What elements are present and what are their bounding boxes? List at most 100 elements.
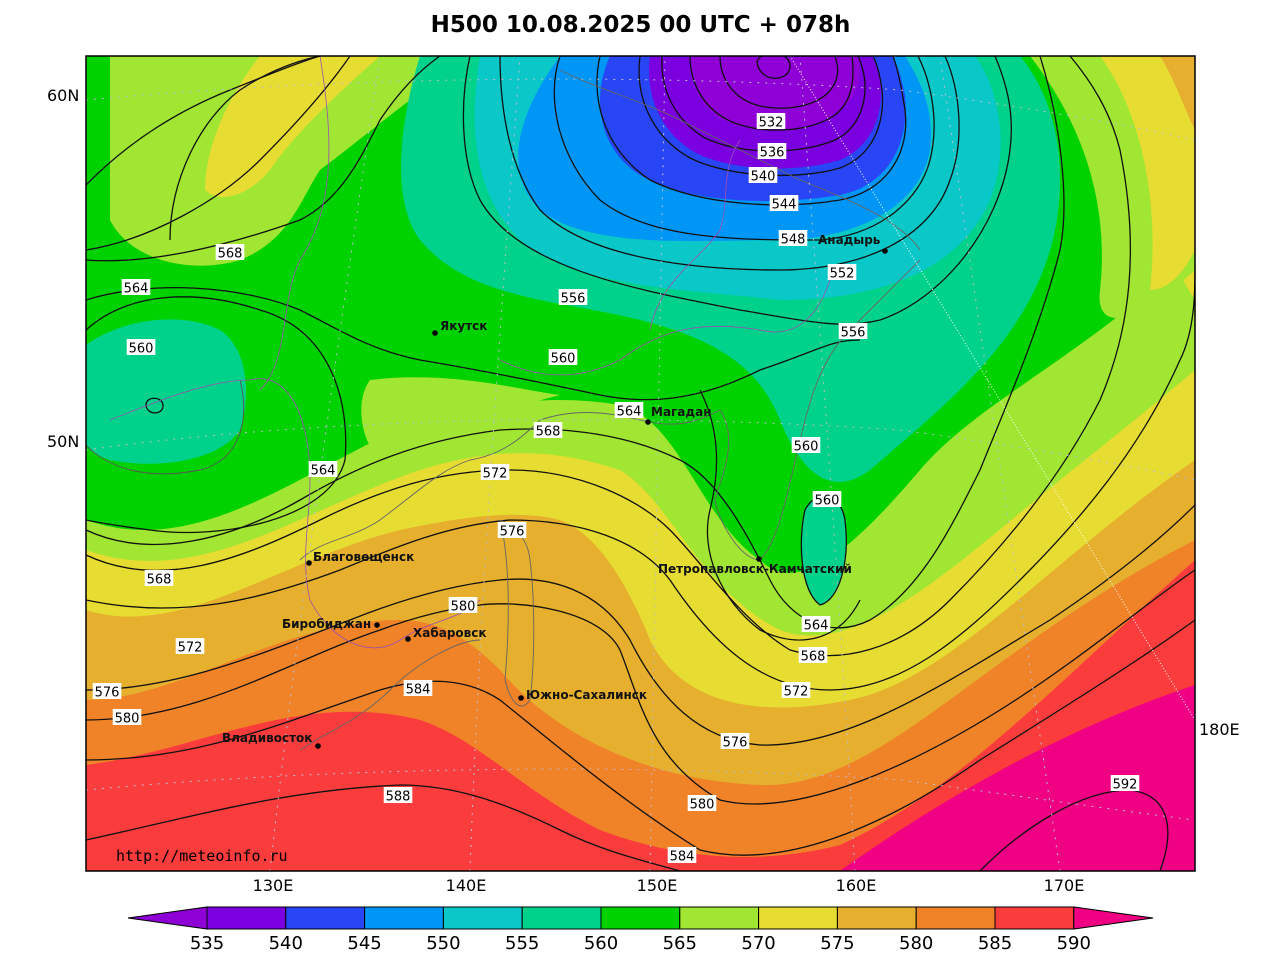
svg-text:568: 568 bbox=[218, 247, 243, 262]
svg-text:568: 568 bbox=[801, 650, 826, 665]
isoline-label: 536 bbox=[757, 143, 787, 161]
colorbar-label: 570 bbox=[741, 933, 775, 954]
isoline-label: 544 bbox=[769, 195, 799, 213]
isoline-label: 572 bbox=[175, 638, 205, 656]
colorbar-swatch bbox=[679, 906, 760, 930]
band-570-mid bbox=[361, 377, 560, 460]
city-dot bbox=[432, 330, 438, 336]
svg-text:584: 584 bbox=[406, 683, 431, 698]
band-580-east bbox=[1160, 56, 1195, 130]
svg-text:564: 564 bbox=[804, 619, 829, 634]
colorbar-arrow-left bbox=[127, 906, 208, 930]
isoline-label: 584 bbox=[403, 680, 433, 698]
isoline-label: 560 bbox=[791, 437, 821, 455]
colorbar-swatch bbox=[206, 906, 287, 930]
isoline-label: 580 bbox=[112, 709, 142, 727]
svg-text:592: 592 bbox=[1113, 778, 1138, 793]
colorbar-swatch bbox=[836, 906, 917, 930]
colorbar-label: 555 bbox=[505, 933, 539, 954]
isoline-label: 532 bbox=[756, 113, 786, 131]
colorbar-swatch bbox=[442, 906, 523, 930]
city-marker: Владивосток bbox=[222, 731, 321, 749]
colorbar-arrow-right bbox=[1073, 906, 1154, 930]
isoline-label: 572 bbox=[480, 464, 510, 482]
colorbar-label: 565 bbox=[663, 933, 697, 954]
isoline-label: 588 bbox=[383, 787, 413, 805]
isoline-label: 568 bbox=[215, 244, 245, 262]
svg-text:560: 560 bbox=[815, 494, 840, 509]
isoline-label: 568 bbox=[144, 570, 174, 588]
band-560-kamchatka bbox=[801, 496, 847, 605]
colorbar: 535 540 545 550 555 560 565 570 575 580 585 590 bbox=[127, 906, 1154, 954]
isoline-label: 560 bbox=[812, 491, 842, 509]
svg-text:584: 584 bbox=[670, 850, 695, 865]
city-label: Благовещенск bbox=[313, 550, 414, 564]
svg-text:564: 564 bbox=[124, 282, 149, 297]
svg-text:572: 572 bbox=[178, 641, 203, 656]
svg-text:568: 568 bbox=[536, 425, 561, 440]
svg-text:556: 556 bbox=[561, 292, 586, 307]
colorbar-swatch bbox=[364, 906, 444, 930]
isoline-label: 576 bbox=[497, 522, 527, 540]
city-dot bbox=[374, 622, 380, 628]
city-marker: Магадан bbox=[645, 405, 712, 425]
svg-text:568: 568 bbox=[147, 573, 172, 588]
isoline-label: 568 bbox=[533, 422, 563, 440]
svg-text:560: 560 bbox=[794, 440, 819, 455]
height-field bbox=[86, 56, 1195, 871]
svg-text:576: 576 bbox=[723, 736, 748, 751]
colorbar-swatch bbox=[758, 906, 838, 930]
axis-labels: 60N 50N 130E 140E 150E 160E 170E 180E bbox=[47, 86, 1240, 895]
svg-text:576: 576 bbox=[95, 686, 120, 701]
city-dot bbox=[306, 560, 312, 566]
isoline-label: 564 bbox=[308, 461, 338, 479]
city-marker: Якутск bbox=[432, 319, 487, 336]
lon-label: 150E bbox=[637, 876, 678, 895]
svg-text:540: 540 bbox=[751, 170, 776, 185]
city-dot bbox=[645, 419, 651, 425]
svg-text:560: 560 bbox=[129, 342, 154, 357]
city-label: Южно-Сахалинск bbox=[526, 688, 647, 702]
isoline-labels: 532 536 540 544 548 552 556 556 560 560 560 560 564 5… bbox=[92, 113, 1140, 865]
map-title: H500 10.08.2025 00 UTC + 078h bbox=[430, 12, 851, 38]
city-dot bbox=[756, 556, 762, 562]
city-dot bbox=[405, 636, 411, 642]
colorbar-label: 560 bbox=[584, 933, 618, 954]
band-595 bbox=[840, 685, 1195, 871]
band-575-east bbox=[1100, 56, 1195, 290]
svg-text:536: 536 bbox=[760, 146, 785, 161]
isoline-label: 548 bbox=[778, 230, 808, 248]
lat-label: 60N bbox=[47, 86, 79, 105]
city-dot bbox=[315, 743, 321, 749]
isoline-label: 580 bbox=[687, 795, 717, 813]
city-marker: Южно-Сахалинск bbox=[518, 688, 647, 702]
city-marker: Благовещенск bbox=[306, 550, 414, 566]
isolines bbox=[86, 56, 1195, 871]
isoline-label: 564 bbox=[614, 402, 644, 420]
svg-text:544: 544 bbox=[772, 198, 797, 213]
city-marker: Биробиджан bbox=[282, 617, 380, 631]
city-markers: Анадырь Якутск Магадан Благовещенск Петропав… bbox=[222, 233, 888, 749]
colorbar-label: 575 bbox=[820, 933, 854, 954]
isoline-label: 576 bbox=[720, 733, 750, 751]
isoline-label: 564 bbox=[121, 279, 151, 297]
svg-text:572: 572 bbox=[784, 685, 809, 700]
svg-text:560: 560 bbox=[551, 352, 576, 367]
colorbar-swatch bbox=[915, 906, 996, 930]
isoline-label: 552 bbox=[827, 264, 857, 282]
isoline-label: 576 bbox=[92, 683, 122, 701]
colorbar-label: 550 bbox=[426, 933, 460, 954]
credit-text: http://meteoinfo.ru bbox=[116, 847, 288, 865]
lon-label: 160E bbox=[836, 876, 877, 895]
city-marker: Хабаровск bbox=[405, 626, 487, 642]
svg-text:580: 580 bbox=[451, 600, 476, 615]
isoline-label: 540 bbox=[748, 167, 778, 185]
colorbar-label: 590 bbox=[1057, 933, 1091, 954]
city-marker: Петропавловск-Камчатский bbox=[658, 556, 852, 576]
svg-text:576: 576 bbox=[500, 525, 525, 540]
svg-text:564: 564 bbox=[311, 464, 336, 479]
isoline-label: 592 bbox=[1110, 775, 1140, 793]
colorbar-swatch bbox=[994, 906, 1075, 930]
city-label: Магадан bbox=[651, 405, 712, 419]
isoline-label: 568 bbox=[798, 647, 828, 665]
